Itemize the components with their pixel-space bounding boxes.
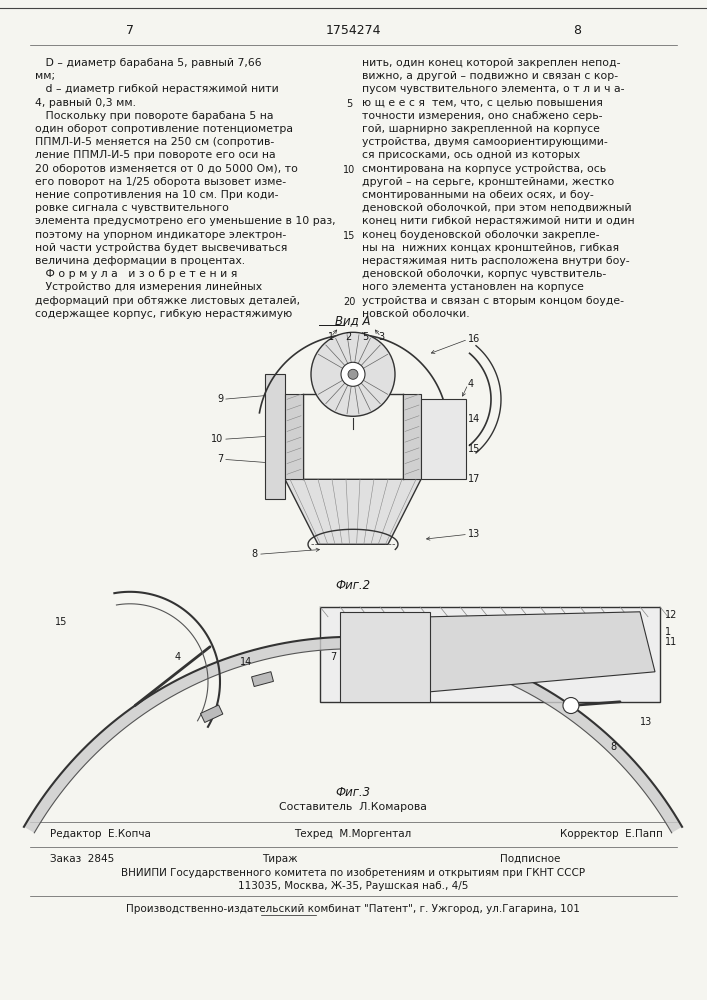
Text: один оборот сопротивление потенциометра: один оборот сопротивление потенциометра	[35, 124, 293, 134]
Text: 9: 9	[217, 394, 223, 404]
Text: 4: 4	[175, 652, 181, 662]
Text: 8: 8	[573, 23, 581, 36]
Text: пусом чувствительного элемента, о т л и ч а-: пусом чувствительного элемента, о т л и …	[362, 84, 624, 94]
Text: 15: 15	[343, 231, 355, 241]
Text: его поворот на 1/25 оборота вызовет изме-: его поворот на 1/25 оборота вызовет изме…	[35, 177, 286, 187]
Text: Устройство для измерения линейных: Устройство для измерения линейных	[35, 282, 262, 292]
Text: смонтирована на корпусе устройства, ось: смонтирована на корпусе устройства, ось	[362, 164, 606, 174]
Text: нение сопротивления на 10 см. При коди-: нение сопротивления на 10 см. При коди-	[35, 190, 279, 200]
Text: Подписное: Подписное	[500, 854, 561, 864]
Polygon shape	[285, 479, 421, 544]
Bar	[201, 705, 223, 722]
Text: 7: 7	[330, 652, 337, 662]
Text: 10: 10	[211, 434, 223, 444]
Text: 13: 13	[640, 717, 653, 727]
Text: ся присосками, ось одной из которых: ся присосками, ось одной из которых	[362, 150, 580, 160]
Text: 8: 8	[252, 549, 258, 559]
Text: ровке сигнала с чувствительного: ровке сигнала с чувствительного	[35, 203, 229, 213]
Text: гой, шарнирно закрепленной на корпусе: гой, шарнирно закрепленной на корпусе	[362, 124, 600, 134]
Text: 5: 5	[346, 99, 352, 109]
Polygon shape	[24, 637, 682, 833]
Text: 12: 12	[665, 610, 677, 620]
Text: Техред  М.Моргентал: Техред М.Моргентал	[294, 829, 411, 839]
Text: 17: 17	[468, 474, 480, 484]
Text: Производственно-издательский комбинат "Патент", г. Ужгород, ул.Гагарина, 101: Производственно-издательский комбинат "П…	[126, 904, 580, 914]
Text: деформаций при обтяжке листовых деталей,: деформаций при обтяжке листовых деталей,	[35, 296, 300, 306]
Text: Фиг.2: Фиг.2	[335, 579, 370, 592]
Bar	[252, 672, 274, 687]
Text: 1: 1	[665, 627, 671, 637]
Text: ППМЛ-И-5 меняется на 250 см (сопротив-: ППМЛ-И-5 меняется на 250 см (сопротив-	[35, 137, 274, 147]
Text: 5: 5	[362, 332, 368, 342]
Text: устройства и связан с вторым концом боуде-: устройства и связан с вторым концом боуд…	[362, 296, 624, 306]
Text: вижно, а другой – подвижно и связан с кор-: вижно, а другой – подвижно и связан с ко…	[362, 71, 618, 81]
Text: новской оболочки.: новской оболочки.	[362, 309, 469, 319]
Circle shape	[563, 698, 579, 714]
Text: d – диаметр гибкой нерастяжимой нити: d – диаметр гибкой нерастяжимой нити	[35, 84, 279, 94]
Text: ВНИИПИ Государственного комитета по изобретениям и открытиям при ГКНТ СССР: ВНИИПИ Государственного комитета по изоб…	[121, 868, 585, 878]
Text: устройства, двумя самоориентирующими-: устройства, двумя самоориентирующими-	[362, 137, 608, 147]
Text: содержащее корпус, гибкую нерастяжимую: содержащее корпус, гибкую нерастяжимую	[35, 309, 292, 319]
Text: ного элемента установлен на корпусе: ного элемента установлен на корпусе	[362, 282, 584, 292]
Text: 8: 8	[610, 742, 616, 752]
Text: 14: 14	[468, 414, 480, 424]
Text: элемента предусмотрено его уменьшение в 10 раз,: элемента предусмотрено его уменьшение в …	[35, 216, 336, 226]
Text: 1754274: 1754274	[325, 23, 381, 36]
Bar	[285, 394, 303, 479]
Text: 14: 14	[240, 657, 252, 667]
Text: 16: 16	[468, 334, 480, 344]
Bar	[340, 612, 430, 702]
Text: Заказ  2845: Заказ 2845	[50, 854, 115, 864]
Text: 13: 13	[468, 529, 480, 539]
Text: 11: 11	[665, 637, 677, 647]
Text: конец нити гибкой нерастяжимой нити и один: конец нити гибкой нерастяжимой нити и од…	[362, 216, 635, 226]
Text: деновской оболочки, корпус чувствитель-: деновской оболочки, корпус чувствитель-	[362, 269, 606, 279]
Bar	[403, 394, 421, 479]
Bar	[265, 374, 285, 499]
Bar	[421, 399, 466, 479]
Text: конец боуденовской оболочки закрепле-: конец боуденовской оболочки закрепле-	[362, 230, 600, 240]
Text: 20 оборотов изменяется от 0 до 5000 Ом), то: 20 оборотов изменяется от 0 до 5000 Ом),…	[35, 164, 298, 174]
Text: 10: 10	[343, 165, 355, 175]
Text: ной части устройства будет высвечиваться: ной части устройства будет высвечиваться	[35, 243, 287, 253]
Circle shape	[341, 362, 365, 386]
Text: нерастяжимая нить расположена внутри боу-: нерастяжимая нить расположена внутри боу…	[362, 256, 630, 266]
Text: Тираж: Тираж	[262, 854, 298, 864]
Text: ю щ е е с я  тем, что, с целью повышения: ю щ е е с я тем, что, с целью повышения	[362, 98, 603, 108]
Text: ление ППМЛ-И-5 при повороте его оси на: ление ППМЛ-И-5 при повороте его оси на	[35, 150, 276, 160]
Text: 1: 1	[328, 332, 334, 342]
Text: 7: 7	[217, 454, 223, 464]
Text: 15: 15	[55, 617, 67, 627]
Text: мм;: мм;	[35, 71, 55, 81]
Text: Корректор  Е.Папп: Корректор Е.Папп	[560, 829, 663, 839]
Text: 113035, Москва, Ж-35, Раушская наб., 4/5: 113035, Москва, Ж-35, Раушская наб., 4/5	[238, 881, 468, 891]
Text: 4: 4	[468, 379, 474, 389]
Text: величина деформации в процентах.: величина деформации в процентах.	[35, 256, 245, 266]
Text: Вид A: Вид A	[335, 314, 370, 327]
Text: 15: 15	[468, 444, 480, 454]
Text: Фиг.3: Фиг.3	[335, 786, 370, 799]
Text: 20: 20	[343, 297, 355, 307]
Text: 7: 7	[126, 23, 134, 36]
Text: нить, один конец которой закреплен непод-: нить, один конец которой закреплен непод…	[362, 58, 621, 68]
Text: деновской оболочкой, при этом неподвижный: деновской оболочкой, при этом неподвижны…	[362, 203, 631, 213]
Text: другой – на серьге, кронштейнами, жестко: другой – на серьге, кронштейнами, жестко	[362, 177, 614, 187]
Text: точности измерения, оно снабжено серь-: точности измерения, оно снабжено серь-	[362, 111, 602, 121]
Text: ны на  нижних концах кронштейнов, гибкая: ны на нижних концах кронштейнов, гибкая	[362, 243, 619, 253]
Text: D – диаметр барабана 5, равный 7,66: D – диаметр барабана 5, равный 7,66	[35, 58, 262, 68]
Circle shape	[311, 332, 395, 416]
Text: смонтированными на обеих осях, и боу-: смонтированными на обеих осях, и боу-	[362, 190, 594, 200]
Text: Составитель  Л.Комарова: Составитель Л.Комарова	[279, 802, 427, 812]
Text: 2: 2	[345, 332, 351, 342]
Text: поэтому на упорном индикаторе электрон-: поэтому на упорном индикаторе электрон-	[35, 230, 286, 240]
Text: 4, равный 0,3 мм.: 4, равный 0,3 мм.	[35, 98, 136, 108]
Polygon shape	[430, 612, 655, 692]
Text: Ф о р м у л а   и з о б р е т е н и я: Ф о р м у л а и з о б р е т е н и я	[35, 269, 238, 279]
Text: Редактор  Е.Копча: Редактор Е.Копча	[50, 829, 151, 839]
Bar	[320, 607, 660, 702]
Circle shape	[348, 369, 358, 379]
Text: 3: 3	[378, 332, 384, 342]
Text: Поскольку при повороте барабана 5 на: Поскольку при повороте барабана 5 на	[35, 111, 274, 121]
